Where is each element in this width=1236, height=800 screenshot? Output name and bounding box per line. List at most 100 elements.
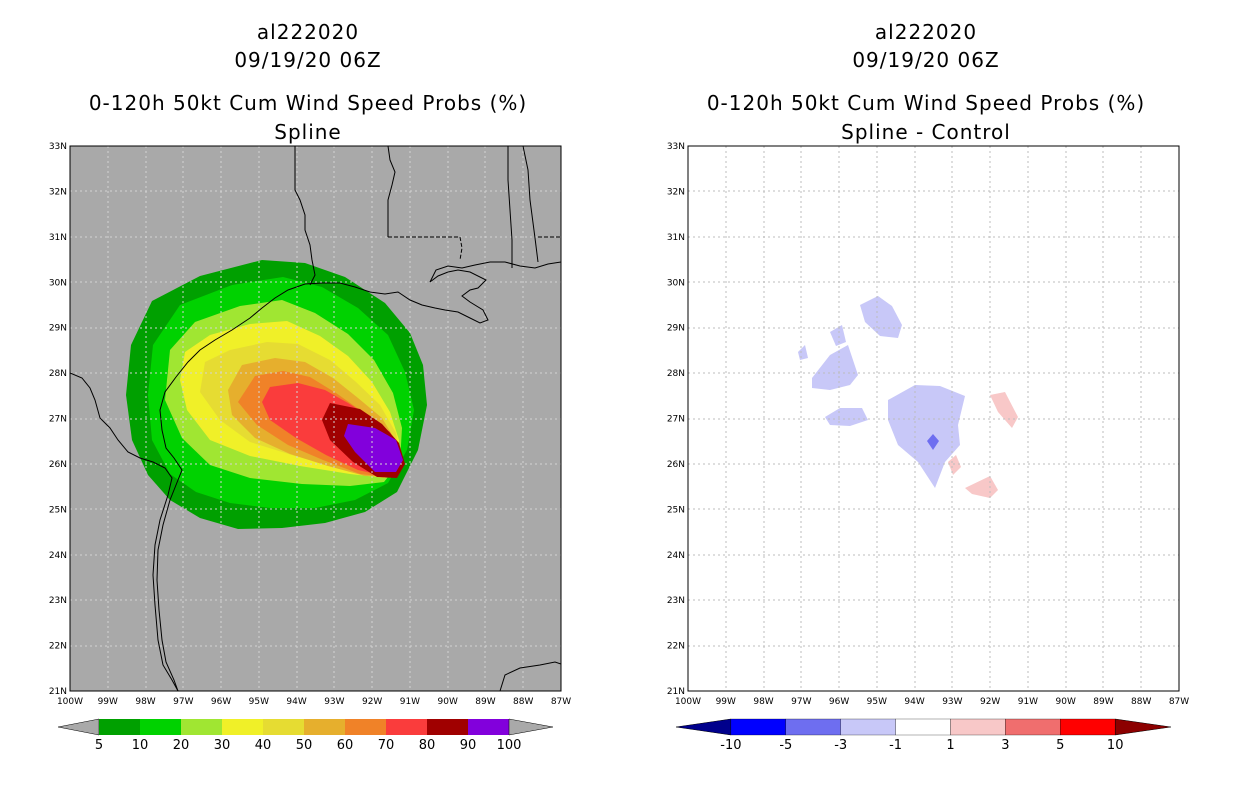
left-colorbar-swatch xyxy=(304,719,345,735)
right-lon-label: 91W xyxy=(1018,697,1038,707)
left-colorbar-label: 20 xyxy=(173,738,190,753)
left-lat-label: 27N xyxy=(49,415,67,425)
right-subtitle: Spline - Control xyxy=(841,120,1011,144)
diff-neg-patch-4 xyxy=(812,345,858,390)
right-colorbar-swatch xyxy=(1060,718,1116,736)
left-lat-label: 28N xyxy=(49,369,67,379)
right-lon-label: 90W xyxy=(1056,697,1076,707)
left-colorbar-label: 30 xyxy=(214,738,231,753)
left-colorbar-swatch xyxy=(222,719,263,735)
right-colorbar-label: 3 xyxy=(1001,738,1009,753)
left-colorbar-label: 70 xyxy=(378,738,395,753)
left-datetime: 09/19/20 06Z xyxy=(234,48,381,72)
left-colorbar-swatch xyxy=(263,719,304,735)
right-difference-contours xyxy=(798,296,1018,498)
right-lat-label: 31N xyxy=(667,233,685,243)
left-lon-label: 94W xyxy=(286,697,306,707)
left-lat-label: 30N xyxy=(49,278,67,288)
diff-pos-patch-1 xyxy=(990,392,1018,428)
left-colorbar-label: 10 xyxy=(132,738,149,753)
left-lat-label: 23N xyxy=(49,596,67,606)
right-lon-label: 95W xyxy=(867,697,887,707)
left-lat-label: 22N xyxy=(49,642,67,652)
left-colorbar-over-arrow xyxy=(508,718,554,736)
right-lat-label: 22N xyxy=(667,642,685,652)
left-lat-label: 24N xyxy=(49,551,67,561)
right-colorbar-swatch xyxy=(730,718,786,736)
diff-neg-patch-1 xyxy=(860,296,902,338)
right-colorbar-swatch xyxy=(895,718,951,736)
right-colorbar-label: -3 xyxy=(834,738,847,753)
left-colorbar-label: 50 xyxy=(296,738,313,753)
right-lat-label: 33N xyxy=(667,142,685,152)
left-lon-label: 93W xyxy=(324,697,344,707)
diff-pos-patch-2 xyxy=(948,455,961,475)
left-lon-labels: 100W 99W 98W 97W 96W 95W 94W 93W 92W 91W 90W 89W 88W… xyxy=(57,697,571,707)
right-lon-labels: 100W 99W 98W 97W 96W 95W 94W 93W 92W 91W 90W 89W 88W… xyxy=(675,697,1189,707)
left-lon-label: 91W xyxy=(400,697,420,707)
right-lat-label: 24N xyxy=(667,551,685,561)
left-probability-contours xyxy=(126,260,427,529)
left-colorbar-label: 5 xyxy=(95,738,103,753)
left-lon-label: 97W xyxy=(173,697,193,707)
right-colorbar: -10 -5 -3 -1 1 3 5 10 xyxy=(675,718,1172,753)
right-lat-label: 29N xyxy=(667,324,685,334)
left-storm-id: al222020 xyxy=(257,20,359,44)
diff-neg-patch-2 xyxy=(830,325,846,346)
right-lon-label: 99W xyxy=(716,697,736,707)
right-colorbar-label: -1 xyxy=(889,738,902,753)
left-lat-label: 25N xyxy=(49,505,67,515)
right-storm-id: al222020 xyxy=(875,20,977,44)
left-colorbar-label: 60 xyxy=(337,738,354,753)
left-colorbar: 5 10 20 30 40 50 60 70 80 90 100 xyxy=(57,718,554,753)
right-lon-label: 93W xyxy=(942,697,962,707)
right-colorbar-swatch xyxy=(1005,718,1061,736)
left-colorbar-label: 100 xyxy=(497,738,522,753)
right-colorbar-swatch xyxy=(785,718,841,736)
right-lon-label: 92W xyxy=(980,697,1000,707)
left-lat-labels: 21N 22N 23N 24N 25N 26N 27N 28N 29N 30N 31N 32N 33N xyxy=(49,142,67,697)
left-lat-label: 26N xyxy=(49,460,67,470)
left-lat-label: 29N xyxy=(49,324,67,334)
right-lat-label: 23N xyxy=(667,596,685,606)
right-colorbar-label: -10 xyxy=(720,738,741,753)
left-coastline xyxy=(70,146,561,691)
left-colorbar-swatch xyxy=(427,719,468,735)
right-colorbar-label: 5 xyxy=(1056,738,1064,753)
diff-neg-core xyxy=(927,434,939,450)
right-lon-label: 87W xyxy=(1169,697,1189,707)
left-colorbar-swatch xyxy=(468,719,509,735)
right-lat-label: 28N xyxy=(667,369,685,379)
right-colorbar-swatch xyxy=(840,718,896,736)
left-lat-label: 31N xyxy=(49,233,67,243)
left-map-frame xyxy=(69,145,562,692)
right-lon-label: 88W xyxy=(1131,697,1151,707)
left-colorbar-label: 90 xyxy=(460,738,477,753)
left-lon-label: 92W xyxy=(362,697,382,707)
right-colorbar-over-arrow xyxy=(1114,718,1172,736)
left-graticule xyxy=(70,146,561,691)
right-lon-label: 98W xyxy=(753,697,773,707)
right-product-title: 0-120h 50kt Cum Wind Speed Probs (%) xyxy=(707,91,1145,115)
right-colorbar-label: 1 xyxy=(946,738,954,753)
left-colorbar-label: 80 xyxy=(419,738,436,753)
right-lon-label: 89W xyxy=(1093,697,1113,707)
left-colorbar-swatch xyxy=(386,719,427,735)
right-lat-label: 21N xyxy=(667,687,685,697)
left-colorbar-label: 40 xyxy=(255,738,272,753)
left-lat-label: 32N xyxy=(49,187,67,197)
left-colorbar-under-arrow xyxy=(57,718,100,736)
right-lon-label: 96W xyxy=(829,697,849,707)
left-lat-label: 21N xyxy=(49,687,67,697)
right-lat-label: 32N xyxy=(667,187,685,197)
right-panel: al222020 09/19/20 06Z 0-120h 50kt Cum Wi… xyxy=(667,20,1189,753)
left-lon-label: 87W xyxy=(551,697,571,707)
left-lon-label: 99W xyxy=(98,697,118,707)
right-colorbar-label: -5 xyxy=(779,738,792,753)
left-colorbar-swatch xyxy=(99,719,140,735)
right-colorbar-label: 10 xyxy=(1107,738,1124,753)
left-lon-label: 96W xyxy=(211,697,231,707)
right-lon-label: 97W xyxy=(791,697,811,707)
right-datetime: 09/19/20 06Z xyxy=(852,48,999,72)
